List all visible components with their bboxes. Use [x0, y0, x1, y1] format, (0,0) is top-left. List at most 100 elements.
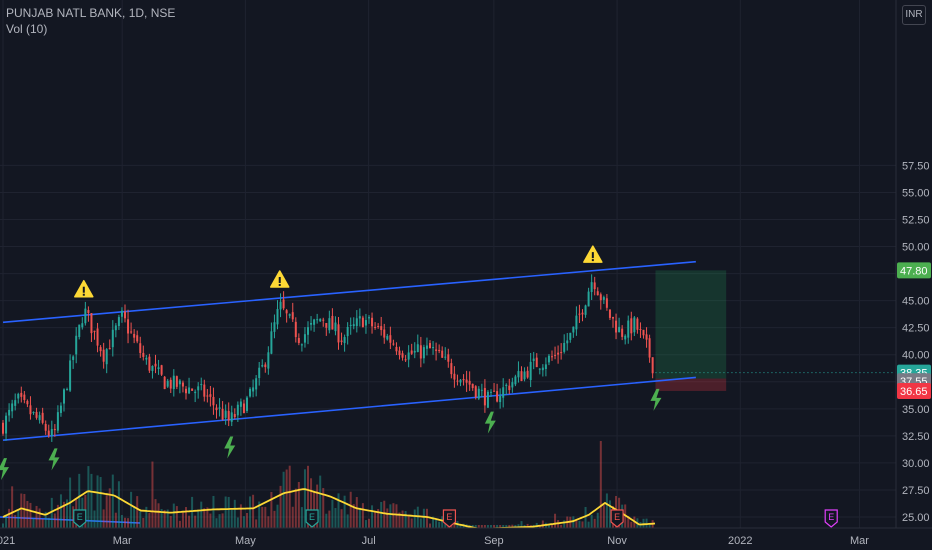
- candle-body: [328, 318, 331, 331]
- candle-body: [325, 322, 328, 328]
- x-tick-label: Mar: [113, 535, 132, 547]
- candle-body: [59, 405, 62, 413]
- volume-bar: [407, 516, 410, 528]
- volume-bar: [157, 503, 160, 528]
- y-tick-label: 32.50: [902, 431, 930, 443]
- volume-bar: [547, 524, 550, 528]
- volume-bar: [96, 475, 99, 528]
- warning-mark: [591, 252, 594, 259]
- candle-body: [456, 380, 459, 382]
- volume-bar: [59, 494, 62, 528]
- candle-body: [105, 349, 108, 365]
- volume-bar: [145, 506, 148, 528]
- candle-body: [87, 310, 90, 314]
- candle-body: [419, 345, 422, 359]
- candle-body: [50, 429, 53, 436]
- volume-bar: [514, 524, 517, 528]
- candle-body: [111, 329, 114, 348]
- candle-body: [432, 347, 435, 349]
- volume-bar: [328, 510, 331, 528]
- volume-bar: [236, 517, 239, 528]
- volume-bar: [413, 509, 416, 528]
- candle-body: [47, 430, 50, 436]
- volume-bar: [197, 510, 200, 528]
- candle-body: [224, 410, 227, 418]
- candle-body: [538, 368, 541, 370]
- y-tick-label: 30.00: [902, 458, 930, 470]
- volume-bar: [483, 525, 486, 528]
- earnings-icon: E: [824, 509, 838, 528]
- candle-body: [450, 363, 453, 375]
- warning-icon: [74, 279, 94, 298]
- candle-body: [44, 424, 47, 431]
- volume-bar: [291, 506, 294, 528]
- candle-body: [636, 318, 639, 330]
- earnings-badge: [305, 509, 319, 528]
- candle-body: [404, 359, 407, 361]
- earnings-label: E: [309, 512, 315, 522]
- volume-bar: [11, 486, 14, 528]
- candle-body: [407, 352, 410, 360]
- candle-body: [53, 428, 56, 431]
- x-tick-label: Jul: [362, 535, 376, 547]
- candle-body: [410, 350, 413, 354]
- volume-bar: [246, 512, 248, 528]
- candle-body: [120, 310, 123, 317]
- candle-body: [544, 364, 547, 370]
- candle-body: [215, 407, 218, 411]
- earnings-icon: E: [610, 509, 624, 528]
- volume-bar: [133, 506, 136, 528]
- candle-body: [398, 350, 401, 356]
- warning-dot: [82, 293, 85, 296]
- candle-body: [20, 392, 23, 397]
- candle-body: [343, 337, 346, 344]
- candle-body: [291, 312, 294, 320]
- candle-body: [645, 334, 648, 340]
- candle-body: [477, 388, 480, 399]
- candle-body: [273, 322, 276, 332]
- candle-body: [157, 367, 160, 370]
- candle-body: [541, 367, 544, 371]
- candle-body: [270, 331, 273, 354]
- volume-bar: [325, 513, 328, 528]
- candle-body: [383, 329, 386, 338]
- candle-body: [151, 365, 154, 372]
- lightning-icon: [0, 458, 9, 481]
- volume-bar: [270, 491, 273, 528]
- volume-bar: [490, 525, 492, 528]
- volume-bar: [294, 488, 297, 528]
- volume-bar: [206, 507, 209, 528]
- candle-body: [108, 348, 111, 350]
- candle-body: [627, 320, 630, 338]
- volume-bar: [242, 516, 245, 528]
- candle-body: [172, 375, 175, 389]
- volume-indicator-label[interactable]: Vol (10): [6, 22, 48, 36]
- candle-body: [386, 335, 389, 340]
- volume-bar: [551, 524, 553, 528]
- volume-bar: [221, 513, 224, 528]
- volume-bar: [99, 476, 102, 528]
- lightning-icon: [650, 388, 662, 411]
- volume-bar: [14, 514, 17, 528]
- candle-body: [590, 282, 593, 293]
- symbol-title[interactable]: PUNJAB NATL BANK, 1D, NSE: [6, 6, 176, 20]
- volume-bar: [453, 521, 456, 528]
- volume-bar: [368, 518, 370, 528]
- candle-body: [154, 363, 157, 367]
- volume-bar: [374, 512, 377, 528]
- volume-bar: [422, 508, 425, 528]
- price-label-text: 47.80: [900, 265, 928, 277]
- lightning-icon: [48, 448, 60, 471]
- candle-body: [639, 328, 642, 331]
- candle-body: [239, 401, 242, 407]
- candle-body: [181, 382, 184, 387]
- currency-badge[interactable]: INR: [902, 5, 926, 25]
- candle-body: [41, 412, 44, 423]
- long-position-profit-zone: [655, 270, 727, 379]
- volume-bar: [578, 520, 581, 528]
- bottom-trend-line: [0, 516, 141, 524]
- candle-body: [2, 422, 4, 434]
- volume-bar: [178, 520, 181, 528]
